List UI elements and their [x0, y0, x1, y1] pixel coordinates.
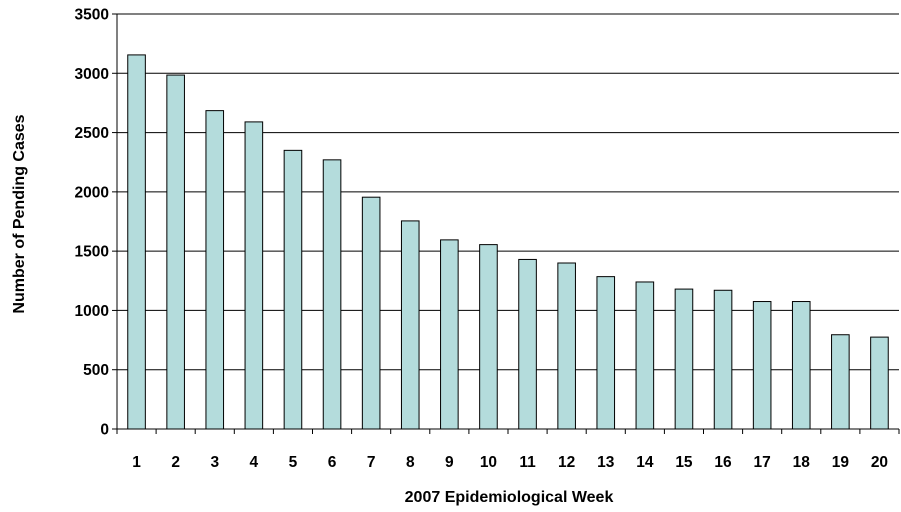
bar-week-11 — [518, 258, 537, 430]
bar-week-12 — [557, 262, 576, 430]
y-tick-label: 1000 — [75, 303, 109, 320]
x-tick-label: 2 — [171, 454, 180, 471]
x-tick-label: 11 — [519, 454, 536, 471]
y-tick-label: 3000 — [75, 66, 109, 83]
y-tick-label: 0 — [100, 422, 109, 439]
bar-week-15 — [674, 288, 694, 430]
bar-week-3 — [205, 110, 225, 430]
x-tick-label: 1 — [132, 454, 141, 471]
x-tick-label: 9 — [445, 454, 454, 471]
bar-week-7 — [361, 196, 381, 430]
x-tick-label: 20 — [871, 454, 888, 471]
y-tick-label: 500 — [83, 362, 109, 379]
bar-week-1 — [127, 54, 146, 430]
bar-week-16 — [713, 289, 733, 430]
x-tick-label: 13 — [597, 454, 615, 471]
x-tick-label: 18 — [793, 454, 811, 471]
x-tick-label: 7 — [367, 454, 376, 471]
bar-week-19 — [831, 334, 850, 430]
axes — [112, 13, 900, 434]
bar-week-6 — [322, 159, 342, 430]
x-tick-label: 16 — [714, 454, 732, 471]
x-axis-title: 2007 Epidemiological Week — [405, 489, 614, 506]
x-tick-label: 12 — [558, 454, 575, 471]
x-tick-label: 6 — [328, 454, 337, 471]
y-tick-label: 3500 — [75, 7, 109, 24]
x-tick-label: 15 — [675, 454, 693, 471]
y-tick-label: 2000 — [75, 184, 109, 201]
bar-week-13 — [596, 276, 616, 430]
gridlines — [117, 13, 899, 371]
bar-week-2 — [166, 74, 185, 430]
bar-week-20 — [870, 336, 889, 430]
bar-week-9 — [440, 239, 459, 430]
x-tick-label: 10 — [480, 454, 497, 471]
bar-week-5 — [283, 149, 303, 430]
x-tick-label: 5 — [289, 454, 298, 471]
x-tick-label: 4 — [250, 454, 259, 471]
x-tick-label: 3 — [210, 454, 219, 471]
bar-week-17 — [752, 301, 772, 430]
bar-week-18 — [791, 301, 811, 430]
y-tick-label: 1500 — [75, 244, 109, 261]
x-tick-label: 8 — [406, 454, 415, 471]
bar-week-8 — [400, 220, 420, 430]
bar-week-4 — [244, 121, 264, 430]
x-tick-label: 14 — [636, 454, 654, 471]
y-axis-title: Number of Pending Cases — [11, 114, 28, 313]
bars — [127, 54, 889, 430]
bar-week-14 — [635, 281, 655, 430]
x-tick-label: 19 — [832, 454, 850, 471]
y-tick-label: 2500 — [75, 125, 109, 142]
bar-week-10 — [479, 244, 498, 430]
x-tick-label: 17 — [754, 454, 771, 471]
